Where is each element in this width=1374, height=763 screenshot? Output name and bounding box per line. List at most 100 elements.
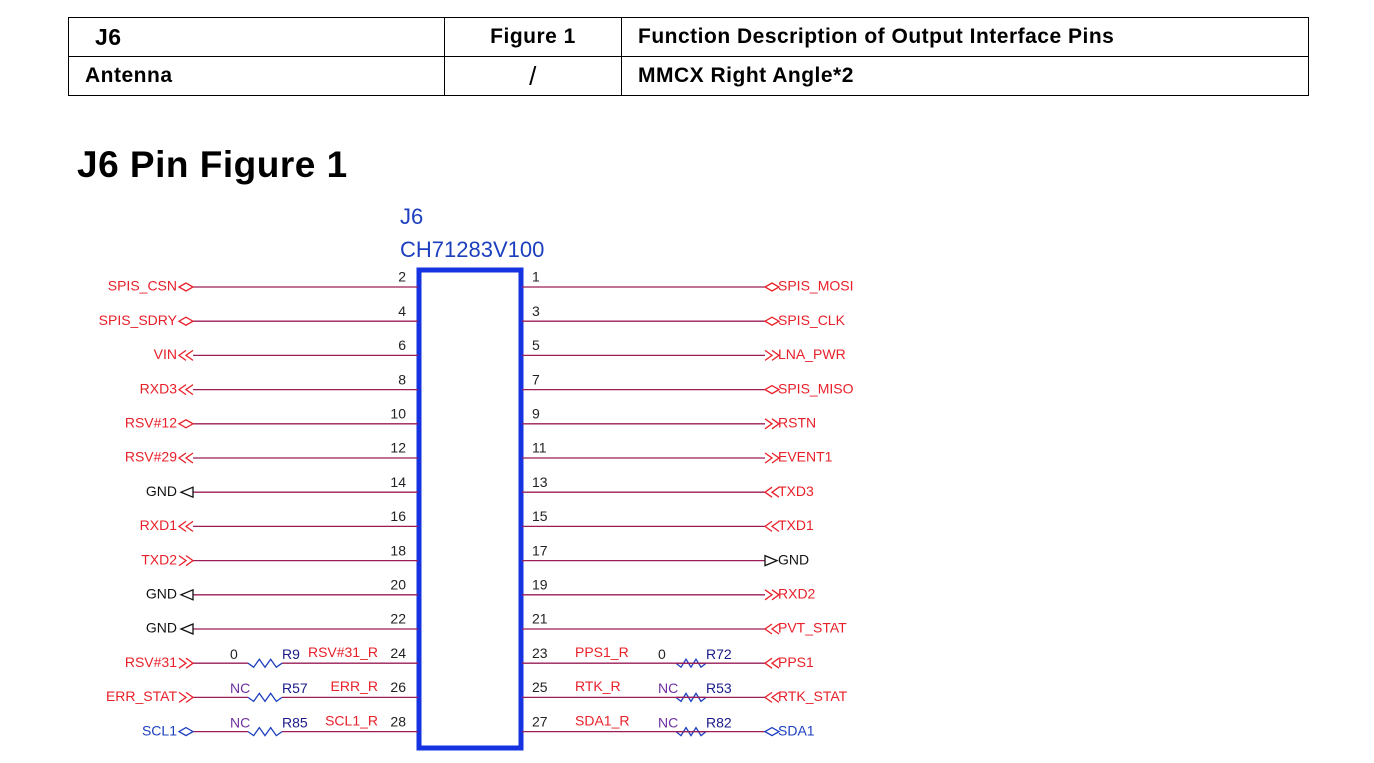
signal-label: RTK_R — [575, 678, 621, 694]
port-symbol — [763, 486, 780, 498]
port-symbol — [763, 623, 780, 635]
table-row: J6 Figure 1 Function Description of Outp… — [68, 17, 1309, 57]
port-symbol — [177, 520, 194, 532]
component-part: CH71283V100 — [400, 237, 544, 262]
pin-number: 3 — [532, 303, 540, 319]
component-ref: J6 — [400, 204, 423, 229]
port-symbol — [763, 657, 780, 669]
table-cell: J6 — [68, 17, 445, 57]
resistor-ref: R53 — [706, 680, 732, 696]
pin-number: 26 — [390, 679, 406, 695]
net-label: PPS1 — [778, 654, 814, 670]
net-label: SPIS_SDRY — [99, 312, 178, 328]
port-symbol — [764, 418, 781, 430]
pin-number: 21 — [532, 611, 548, 627]
port-symbol — [179, 588, 194, 601]
pin-number: 19 — [532, 577, 548, 593]
net-label: GND — [778, 551, 809, 567]
table-cell: Figure 1 — [444, 17, 622, 57]
net-label: GND — [146, 586, 177, 602]
net-label: TXD1 — [778, 517, 814, 533]
signal-label: RSV#31_R — [308, 644, 378, 660]
table-cell: Function Description of Output Interface… — [621, 17, 1309, 57]
pin-table: J6 Figure 1 Function Description of Outp… — [68, 17, 1309, 96]
port-symbol — [177, 282, 195, 292]
resistor — [675, 692, 707, 703]
port-symbol — [763, 691, 780, 703]
port-symbol — [764, 452, 781, 464]
net-label: SPIS_MOSI — [778, 278, 853, 294]
net-label: SPIS_CSN — [108, 278, 177, 294]
resistor-value: 0 — [230, 646, 238, 662]
net-label: SDA1 — [778, 722, 815, 738]
net-label: RXD1 — [140, 517, 178, 533]
resistor — [675, 726, 707, 737]
section-heading: J6 Pin Figure 1 — [77, 144, 348, 185]
resistor-value: NC — [230, 680, 250, 696]
pin-number: 16 — [390, 508, 406, 524]
net-label: ERR_STAT — [106, 688, 177, 704]
resistor-value: NC — [658, 714, 678, 730]
net-label: LNA_PWR — [778, 346, 846, 362]
table-cell: Antenna — [68, 56, 445, 96]
resistor — [675, 657, 707, 669]
pin-number: 15 — [532, 508, 548, 524]
port-symbol — [177, 452, 194, 464]
pin-number: 25 — [532, 679, 548, 695]
pin-number: 2 — [398, 269, 406, 285]
resistor-ref: R82 — [706, 714, 732, 730]
resistor-value: NC — [230, 714, 250, 730]
net-label: SPIS_CLK — [778, 312, 846, 328]
port-symbol — [177, 419, 195, 429]
net-label: VIN — [154, 346, 177, 362]
port-symbol — [178, 657, 195, 669]
pin-number: 1 — [532, 269, 540, 285]
connector-body — [416, 267, 524, 751]
signal-label: SDA1_R — [575, 712, 629, 728]
port-symbol — [177, 384, 194, 396]
port-symbol — [764, 589, 781, 601]
net-label: RSV#31 — [125, 654, 177, 670]
port-symbol — [763, 282, 781, 292]
resistor — [247, 726, 283, 737]
pin-number: 18 — [390, 542, 406, 558]
net-label: RSV#12 — [125, 415, 177, 431]
pin-number: 11 — [532, 440, 547, 456]
net-label: RXD3 — [140, 380, 178, 396]
pin-number: 10 — [390, 406, 406, 422]
port-symbol — [763, 726, 781, 737]
port-symbol — [764, 349, 781, 361]
port-symbol — [177, 316, 195, 326]
port-symbol — [763, 520, 780, 532]
pin-number: 7 — [532, 371, 540, 387]
table-row: Antenna / MMCX Right Angle*2 — [68, 56, 1309, 96]
signal-label: ERR_R — [331, 678, 378, 694]
net-label: RSTN — [778, 415, 816, 431]
resistor-value: NC — [658, 680, 678, 696]
net-label: RTK_STAT — [778, 688, 848, 704]
port-symbol — [178, 691, 195, 703]
signal-label: PPS1_R — [575, 644, 629, 660]
pin-number: 24 — [390, 645, 406, 661]
table-cell: MMCX Right Angle*2 — [621, 56, 1309, 96]
resistor — [247, 692, 283, 703]
pin-number: 5 — [532, 337, 540, 353]
pin-number: 14 — [390, 474, 406, 490]
pin-number: 4 — [398, 303, 406, 319]
pin-number: 22 — [390, 611, 406, 627]
resistor-ref: R85 — [282, 714, 308, 730]
pin-number: 17 — [532, 542, 548, 558]
resistor — [247, 658, 283, 669]
net-label: TXD3 — [778, 483, 814, 499]
net-label: SPIS_MISO — [778, 380, 854, 396]
port-symbol — [764, 554, 779, 567]
pin-number: 27 — [532, 713, 548, 729]
pin-number: 20 — [390, 577, 406, 593]
pin-number: 6 — [398, 337, 406, 353]
net-label: PVT_STAT — [778, 620, 847, 636]
table-cell: / — [444, 56, 622, 96]
net-label: GND — [146, 620, 177, 636]
signal-label: SCL1_R — [325, 712, 378, 728]
resistor-ref: R72 — [706, 646, 732, 662]
